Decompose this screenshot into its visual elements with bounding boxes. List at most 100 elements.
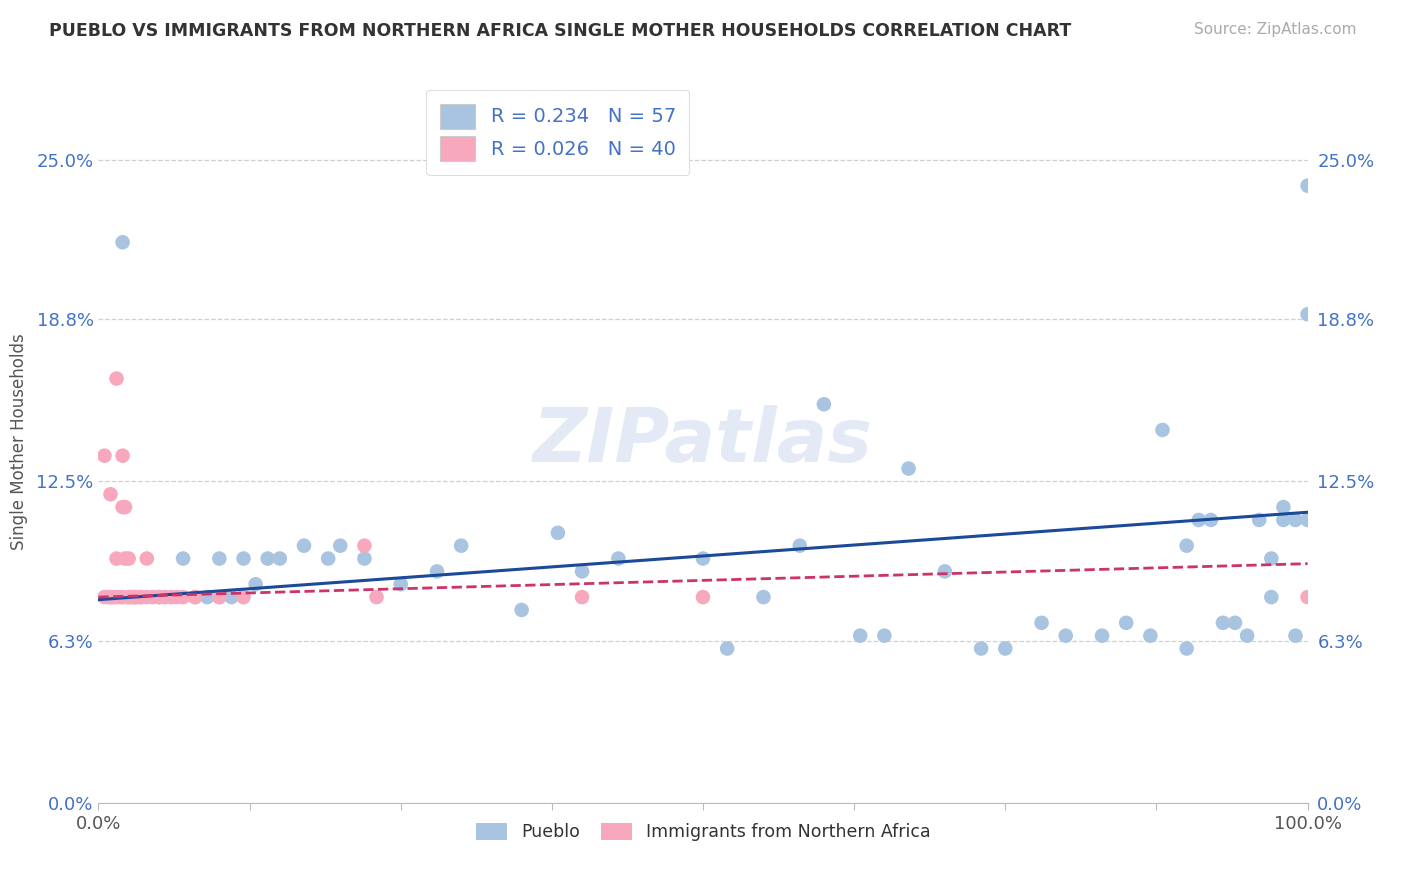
Point xyxy=(108,590,131,604)
Point xyxy=(245,577,267,591)
Point xyxy=(1054,629,1077,643)
Point xyxy=(1296,590,1319,604)
Point xyxy=(208,590,231,604)
Point xyxy=(1272,513,1295,527)
Point xyxy=(716,641,738,656)
Point xyxy=(166,590,188,604)
Point xyxy=(897,461,920,475)
Point xyxy=(135,590,157,604)
Point xyxy=(353,539,375,553)
Point xyxy=(105,371,128,385)
Point xyxy=(129,590,152,604)
Point xyxy=(129,590,152,604)
Point xyxy=(292,539,315,553)
Point xyxy=(1199,513,1222,527)
Point xyxy=(426,565,449,579)
Point xyxy=(269,551,291,566)
Point xyxy=(1296,307,1319,321)
Point xyxy=(148,590,170,604)
Point xyxy=(1091,629,1114,643)
Point xyxy=(111,590,134,604)
Point xyxy=(1284,513,1306,527)
Point xyxy=(1260,590,1282,604)
Point xyxy=(547,525,569,540)
Point xyxy=(1249,513,1271,527)
Point xyxy=(232,551,254,566)
Point xyxy=(1284,629,1306,643)
Point xyxy=(172,590,194,604)
Point xyxy=(118,590,141,604)
Point xyxy=(571,590,593,604)
Point xyxy=(1175,641,1198,656)
Text: Source: ZipAtlas.com: Source: ZipAtlas.com xyxy=(1194,22,1357,37)
Point xyxy=(93,449,115,463)
Point xyxy=(111,500,134,515)
Point xyxy=(789,539,811,553)
Point xyxy=(752,590,775,604)
Point xyxy=(970,641,993,656)
Point xyxy=(256,551,278,566)
Point xyxy=(1175,539,1198,553)
Point xyxy=(124,590,146,604)
Point xyxy=(195,590,218,604)
Point xyxy=(1236,629,1258,643)
Point xyxy=(124,590,146,604)
Point xyxy=(1212,615,1234,630)
Point xyxy=(114,551,136,566)
Point xyxy=(389,577,412,591)
Point xyxy=(1031,615,1053,630)
Point xyxy=(105,590,128,604)
Point xyxy=(153,590,176,604)
Point xyxy=(607,551,630,566)
Point xyxy=(184,590,207,604)
Point xyxy=(105,551,128,566)
Point xyxy=(100,487,122,501)
Point xyxy=(101,590,124,604)
Point xyxy=(1223,615,1246,630)
Point xyxy=(118,551,141,566)
Point xyxy=(813,397,835,411)
Point xyxy=(1152,423,1174,437)
Point xyxy=(172,551,194,566)
Text: PUEBLO VS IMMIGRANTS FROM NORTHERN AFRICA SINGLE MOTHER HOUSEHOLDS CORRELATION C: PUEBLO VS IMMIGRANTS FROM NORTHERN AFRIC… xyxy=(49,22,1071,40)
Point xyxy=(114,500,136,515)
Point xyxy=(849,629,872,643)
Point xyxy=(1115,615,1137,630)
Point xyxy=(1272,500,1295,515)
Point xyxy=(692,551,714,566)
Point xyxy=(934,565,956,579)
Point xyxy=(1188,513,1211,527)
Point xyxy=(93,590,115,604)
Point xyxy=(353,551,375,566)
Point xyxy=(232,590,254,604)
Point xyxy=(994,641,1017,656)
Point xyxy=(111,235,134,250)
Point xyxy=(1139,629,1161,643)
Point xyxy=(208,551,231,566)
Legend: Pueblo, Immigrants from Northern Africa: Pueblo, Immigrants from Northern Africa xyxy=(468,815,938,848)
Point xyxy=(510,603,533,617)
Point xyxy=(1296,178,1319,193)
Point xyxy=(873,629,896,643)
Point xyxy=(97,590,120,604)
Point xyxy=(571,565,593,579)
Point xyxy=(329,539,352,553)
Point xyxy=(1296,513,1319,527)
Point xyxy=(127,590,149,604)
Point xyxy=(148,590,170,604)
Point xyxy=(1260,551,1282,566)
Point xyxy=(100,590,122,604)
Point xyxy=(450,539,472,553)
Text: ZIPatlas: ZIPatlas xyxy=(533,405,873,478)
Point xyxy=(135,551,157,566)
Point xyxy=(692,590,714,604)
Point xyxy=(316,551,339,566)
Point xyxy=(121,590,143,604)
Point xyxy=(160,590,183,604)
Point xyxy=(208,590,231,604)
Y-axis label: Single Mother Households: Single Mother Households xyxy=(10,334,28,549)
Point xyxy=(118,590,141,604)
Point xyxy=(111,449,134,463)
Point xyxy=(184,590,207,604)
Point xyxy=(366,590,388,604)
